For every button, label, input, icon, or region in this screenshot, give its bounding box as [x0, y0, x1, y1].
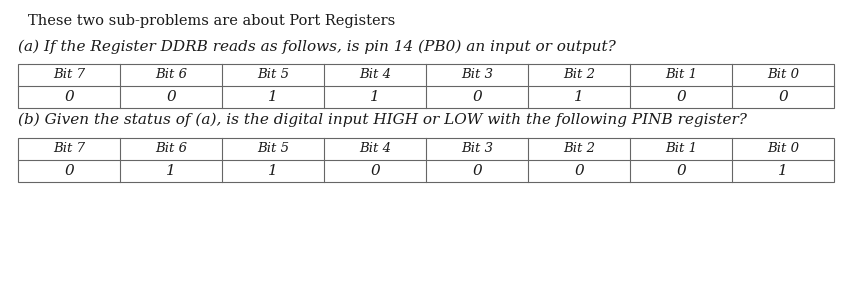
- Text: These two sub-problems are about Port Registers: These two sub-problems are about Port Re…: [28, 14, 395, 28]
- Text: 1: 1: [268, 164, 278, 178]
- Text: 1: 1: [268, 90, 278, 104]
- Text: Bit 4: Bit 4: [359, 142, 391, 156]
- Text: 1: 1: [574, 90, 584, 104]
- Text: 0: 0: [778, 90, 788, 104]
- Text: 0: 0: [166, 90, 176, 104]
- Text: Bit 1: Bit 1: [665, 69, 697, 82]
- Text: Bit 1: Bit 1: [665, 142, 697, 156]
- Text: Bit 2: Bit 2: [563, 69, 595, 82]
- Text: 0: 0: [676, 90, 686, 104]
- Text: Bit 3: Bit 3: [461, 142, 493, 156]
- Text: 0: 0: [64, 90, 74, 104]
- Text: (a) If the Register DDRB reads as follows, is pin 14 (PB0) an input or output?: (a) If the Register DDRB reads as follow…: [18, 40, 616, 54]
- Text: 0: 0: [64, 164, 74, 178]
- Text: 0: 0: [676, 164, 686, 178]
- Text: 0: 0: [370, 164, 380, 178]
- Bar: [18, 138, 834, 182]
- Text: 1: 1: [778, 164, 788, 178]
- Text: (b) Given the status of (a), is the digital input HIGH or LOW with the following: (b) Given the status of (a), is the digi…: [18, 113, 747, 127]
- Text: 0: 0: [472, 90, 482, 104]
- Text: Bit 6: Bit 6: [155, 142, 187, 156]
- Text: Bit 0: Bit 0: [767, 69, 799, 82]
- Text: Bit 5: Bit 5: [257, 69, 289, 82]
- Text: 1: 1: [166, 164, 176, 178]
- Text: Bit 2: Bit 2: [563, 142, 595, 156]
- Text: Bit 7: Bit 7: [53, 142, 85, 156]
- Text: Bit 3: Bit 3: [461, 69, 493, 82]
- Text: Bit 6: Bit 6: [155, 69, 187, 82]
- Text: 1: 1: [370, 90, 380, 104]
- Text: 0: 0: [472, 164, 482, 178]
- Bar: [18, 64, 834, 108]
- Text: Bit 7: Bit 7: [53, 69, 85, 82]
- Text: Bit 4: Bit 4: [359, 69, 391, 82]
- Text: Bit 5: Bit 5: [257, 142, 289, 156]
- Text: 0: 0: [574, 164, 584, 178]
- Text: Bit 0: Bit 0: [767, 142, 799, 156]
